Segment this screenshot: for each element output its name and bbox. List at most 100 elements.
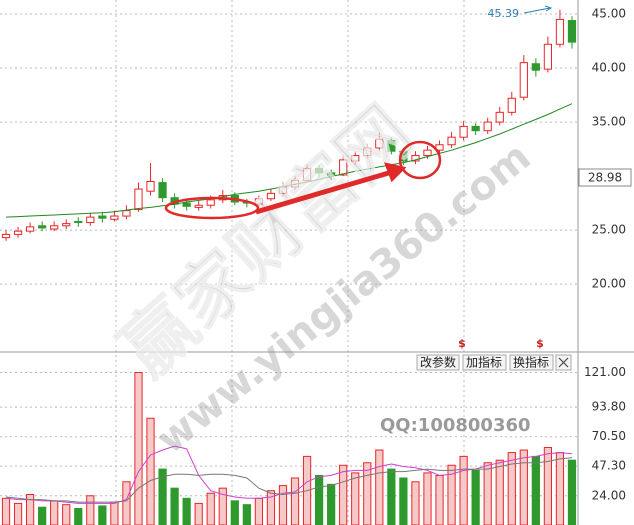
last-price-label: 28.98	[588, 171, 622, 185]
candle-body	[314, 168, 324, 174]
last-price-box	[578, 168, 632, 187]
volume-bar	[74, 507, 83, 525]
volume-bar	[459, 455, 468, 525]
candle-body	[25, 226, 35, 232]
volume-bar	[399, 477, 408, 525]
volume-bar	[1, 497, 11, 525]
y-tick-label: 121.00	[584, 365, 626, 379]
button[interactable]	[462, 354, 507, 371]
volume-bar	[38, 506, 47, 525]
y-tick-label: 40.00	[592, 61, 626, 75]
candle-body	[531, 63, 540, 71]
plot-layer: 20.00 25.00 35.00 40.00 45.00 24.00 47.30 70.50…	[0, 7, 626, 525]
candle-body	[555, 18, 565, 45]
y-tick-label: 24.00	[592, 488, 626, 502]
signal-marker: $	[536, 337, 544, 350]
candle-body	[110, 215, 119, 220]
candle-body	[495, 111, 504, 123]
candle-body	[459, 125, 468, 138]
candle-body	[266, 192, 276, 200]
volume-bar	[531, 455, 540, 525]
candle-body	[158, 182, 167, 199]
button-label[interactable]: 改参数	[420, 355, 456, 370]
candle-body	[411, 155, 420, 162]
button[interactable]	[509, 354, 554, 371]
signal-marker: $	[458, 337, 466, 350]
volume-bar	[242, 504, 251, 525]
button-label[interactable]: 加指标	[466, 355, 502, 370]
candle-body	[122, 210, 131, 217]
volume-bar	[483, 462, 492, 525]
volume-bar	[447, 464, 456, 525]
candle-body	[519, 62, 528, 98]
overlay-line	[5, 457, 573, 503]
volume-bar	[507, 452, 516, 525]
volume-bar	[50, 500, 59, 525]
candle-body	[254, 198, 264, 205]
candle-body	[375, 138, 384, 149]
candle-body	[146, 180, 155, 192]
volume-bar	[134, 372, 143, 525]
volume-bar	[435, 474, 444, 525]
candle-body	[567, 20, 577, 43]
candle-body	[387, 139, 396, 152]
volume-bar	[278, 485, 288, 525]
close-button[interactable]	[555, 354, 572, 371]
volume-bar	[567, 459, 577, 525]
y-tick-label: 25.00	[592, 223, 626, 237]
volume-bar	[495, 459, 504, 525]
volume-bar	[86, 495, 95, 525]
volume-bar	[327, 483, 336, 525]
volume-bar	[351, 472, 360, 525]
button[interactable]	[416, 354, 460, 371]
y-tick-label: 70.50	[592, 429, 626, 443]
candle-body	[302, 168, 312, 181]
volume-bar	[423, 472, 432, 525]
candle-body	[182, 202, 191, 207]
volume-bar	[375, 449, 384, 525]
candle-body	[98, 215, 107, 219]
candle-body	[38, 225, 47, 229]
volume-bar	[254, 497, 264, 525]
volume-bar	[218, 487, 227, 525]
volume-bar	[543, 446, 553, 525]
volume-bar	[194, 502, 203, 525]
candle-body	[13, 230, 23, 235]
volume-bar	[170, 487, 179, 525]
candle-body	[471, 125, 480, 132]
y-tick-label: 93.80	[592, 400, 626, 414]
toolbar: 改参数 加指标 换指标	[416, 354, 572, 371]
candle-body	[206, 199, 215, 206]
candle-body	[62, 223, 71, 227]
volume-bar	[230, 500, 239, 525]
volume-bar	[290, 477, 300, 525]
volume-bar	[13, 502, 23, 525]
annotation-shapes	[164, 140, 442, 220]
candle-body	[327, 172, 336, 176]
volume-bar	[266, 490, 276, 525]
volume-bar	[62, 504, 71, 525]
candle-body	[50, 225, 59, 230]
candle-body	[363, 147, 372, 157]
volume-bar	[314, 474, 324, 525]
candle-body	[1, 233, 11, 239]
peak-arrow	[523, 5, 553, 14]
candle-body	[543, 43, 553, 70]
candle-body	[351, 155, 360, 162]
volume-bar	[519, 449, 528, 525]
volume-bar	[206, 492, 215, 525]
volume-bar	[182, 497, 191, 525]
overlay-line	[5, 103, 573, 218]
y-tick-label: 45.00	[592, 7, 626, 21]
overlay-line	[5, 445, 573, 504]
y-tick-label: 20.00	[592, 277, 626, 291]
volume-bar	[339, 464, 348, 525]
candle-body	[74, 220, 83, 224]
volume-bar	[98, 505, 107, 525]
volume-bar	[363, 462, 372, 525]
button-label[interactable]: 换指标	[513, 355, 549, 370]
volume-bar	[110, 501, 119, 525]
candle-body	[86, 216, 95, 224]
volume-bar	[387, 468, 396, 525]
